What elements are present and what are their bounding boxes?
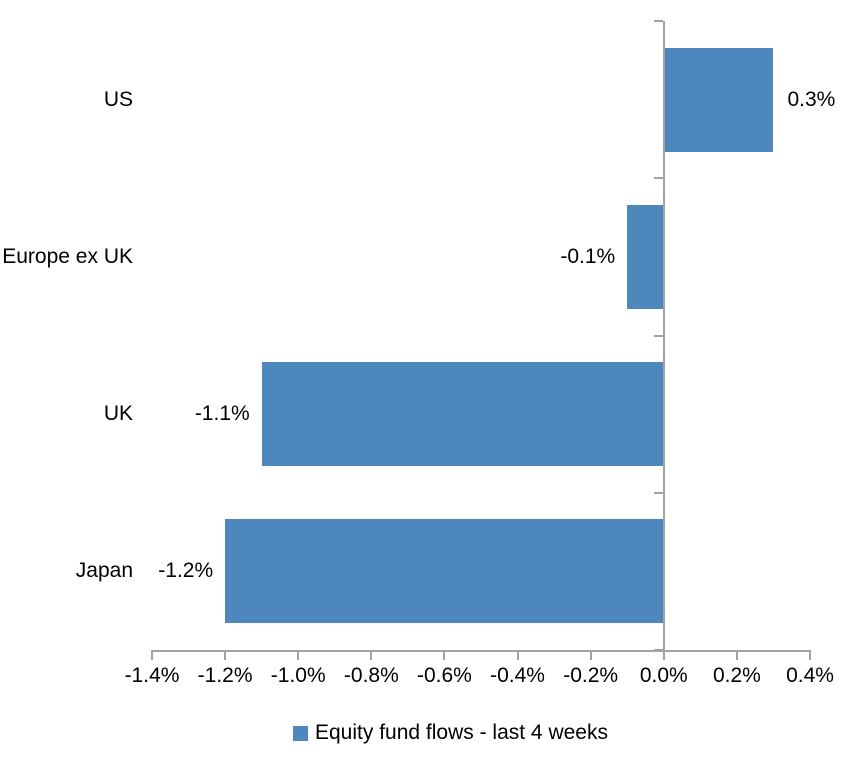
value-axis-tick	[662, 650, 665, 660]
bar-uk	[261, 362, 664, 467]
value-axis-tick-label-1: -1.2%	[197, 664, 253, 687]
value-axis-tick	[151, 650, 153, 660]
bar-japan	[225, 519, 664, 624]
category-axis-tick	[653, 177, 663, 180]
category-axis-line	[662, 21, 665, 652]
value-axis-tick	[809, 650, 811, 660]
value-axis-tick	[297, 650, 300, 660]
value-axis-tick	[735, 650, 738, 660]
legend-label: Equity fund flows - last 4 weeks	[315, 721, 608, 744]
value-axis-tick-label-3: -0.8%	[343, 664, 399, 687]
value-axis-tick-label-6: -0.2%	[563, 664, 619, 687]
value-axis-tick	[224, 650, 227, 660]
legend-swatch-icon	[293, 725, 308, 741]
category-label-europe-ex-uk: Europe ex UK	[2, 244, 133, 268]
value-axis-tick	[443, 650, 446, 660]
category-axis-tick	[653, 334, 663, 337]
value-axis-tick-label-7: 0.0%	[639, 664, 688, 687]
value-axis-tick	[370, 650, 373, 660]
value-label-us: 0.3%	[787, 87, 836, 111]
category-label-uk: UK	[103, 402, 133, 426]
value-axis-tick-label-2: -1.0%	[270, 664, 326, 687]
value-axis-tick-label-0: -1.4%	[124, 664, 180, 687]
legend: Equity fund flows - last 4 weeks	[293, 720, 608, 746]
bar-europe-ex-uk	[627, 204, 664, 309]
bar-us	[663, 47, 774, 152]
value-axis-tick-label-9: 0.4%	[786, 664, 834, 687]
value-label-japan: -1.2%	[158, 559, 214, 583]
value-axis-tick	[516, 650, 519, 660]
value-axis-tick-label-4: -0.6%	[417, 664, 472, 687]
value-axis-tick-label-5: -0.4%	[490, 664, 545, 687]
category-axis-tick	[653, 491, 663, 494]
category-label-japan: Japan	[75, 559, 133, 583]
value-axis-tick-label-8: 0.2%	[712, 664, 761, 687]
category-label-us: US	[103, 87, 133, 111]
value-axis-line	[152, 650, 810, 652]
category-axis-tick	[653, 20, 663, 22]
value-axis-tick	[589, 650, 592, 660]
value-label-uk: -1.1%	[194, 402, 250, 426]
value-label-europe-ex-uk: -0.1%	[560, 244, 616, 268]
